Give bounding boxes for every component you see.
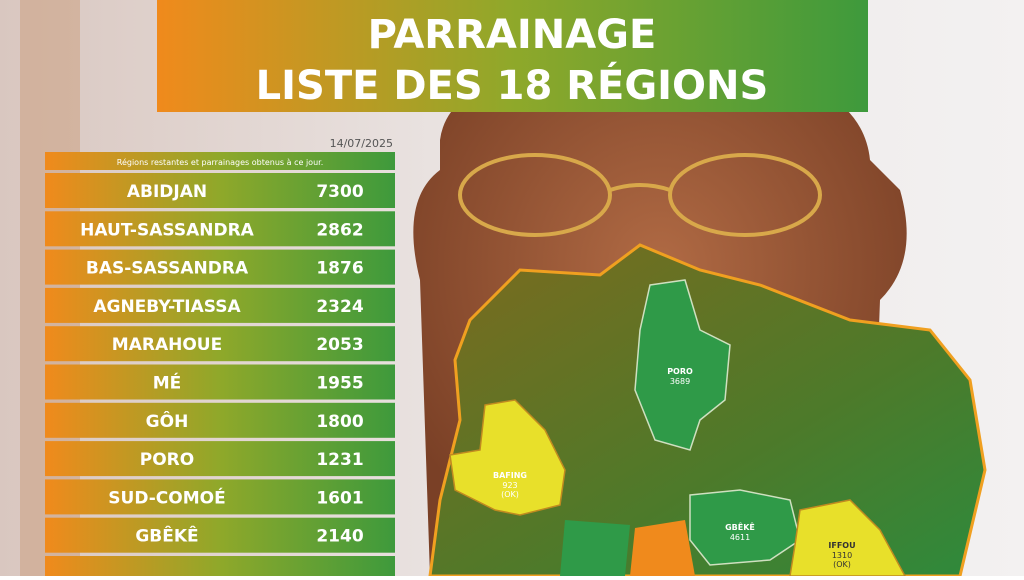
caption-bar <box>45 152 395 170</box>
region-name: PORO <box>140 450 194 470</box>
map-region-name: IFFOU <box>828 541 855 550</box>
region-name: BAS-SASSANDRA <box>86 259 249 279</box>
map-region-status: (OK) <box>833 560 851 569</box>
region-name: MÉ <box>153 372 182 394</box>
table-row <box>45 402 395 438</box>
region-count: 1231 <box>316 450 363 470</box>
table-row <box>45 517 395 553</box>
region-count: 1955 <box>316 374 363 394</box>
map-region <box>630 520 695 576</box>
map-region <box>634 279 731 451</box>
region-count: 7300 <box>316 182 363 202</box>
table-row <box>45 287 395 323</box>
title: LISTE DES 18 RÉGIONS <box>256 61 769 109</box>
map-region-count: 4611 <box>730 533 750 542</box>
title-banner <box>157 0 868 112</box>
table-row <box>45 556 395 576</box>
map-region-name: PORO <box>667 367 693 376</box>
region-name: AGNEBY-TIASSA <box>93 297 241 317</box>
map-region <box>560 520 630 576</box>
map-region-count: 1310 <box>832 551 852 560</box>
table-row <box>45 441 395 477</box>
title: PARRAINAGE <box>368 12 657 58</box>
map-region-status: (OK) <box>501 490 519 499</box>
region-name: GÔH <box>146 410 189 432</box>
region-count: 2862 <box>316 220 363 240</box>
table-row <box>45 364 395 400</box>
map-region-count: 923 <box>502 481 517 490</box>
caption: Régions restantes et parrainages obtenus… <box>117 157 323 167</box>
region-name: GBÊKÊ <box>135 525 198 547</box>
table-row <box>45 249 395 285</box>
map-region-count: 3689 <box>670 377 690 386</box>
region-count: 2140 <box>316 527 363 547</box>
table-row <box>45 211 395 247</box>
region-name: HAUT-SASSANDRA <box>80 220 255 240</box>
region-count: 2324 <box>316 297 363 317</box>
table-row <box>45 173 395 208</box>
map-region <box>449 399 566 516</box>
table-row <box>45 479 395 515</box>
map-region-name: BAFING <box>493 471 527 480</box>
region-name: ABIDJAN <box>127 182 207 202</box>
date: 14/07/2025 <box>330 137 393 150</box>
region-count: 1601 <box>316 488 363 508</box>
region-name: MARAHOUE <box>112 335 222 355</box>
map-region-name: GBÊKÊ <box>725 521 755 532</box>
region-name: SUD-COMOÉ <box>108 486 225 508</box>
region-count: 1800 <box>316 412 363 432</box>
region-count: 2053 <box>316 335 363 355</box>
glasses <box>458 153 822 237</box>
table-row <box>45 326 395 362</box>
map-region <box>689 489 801 566</box>
region-count: 1876 <box>316 259 363 279</box>
